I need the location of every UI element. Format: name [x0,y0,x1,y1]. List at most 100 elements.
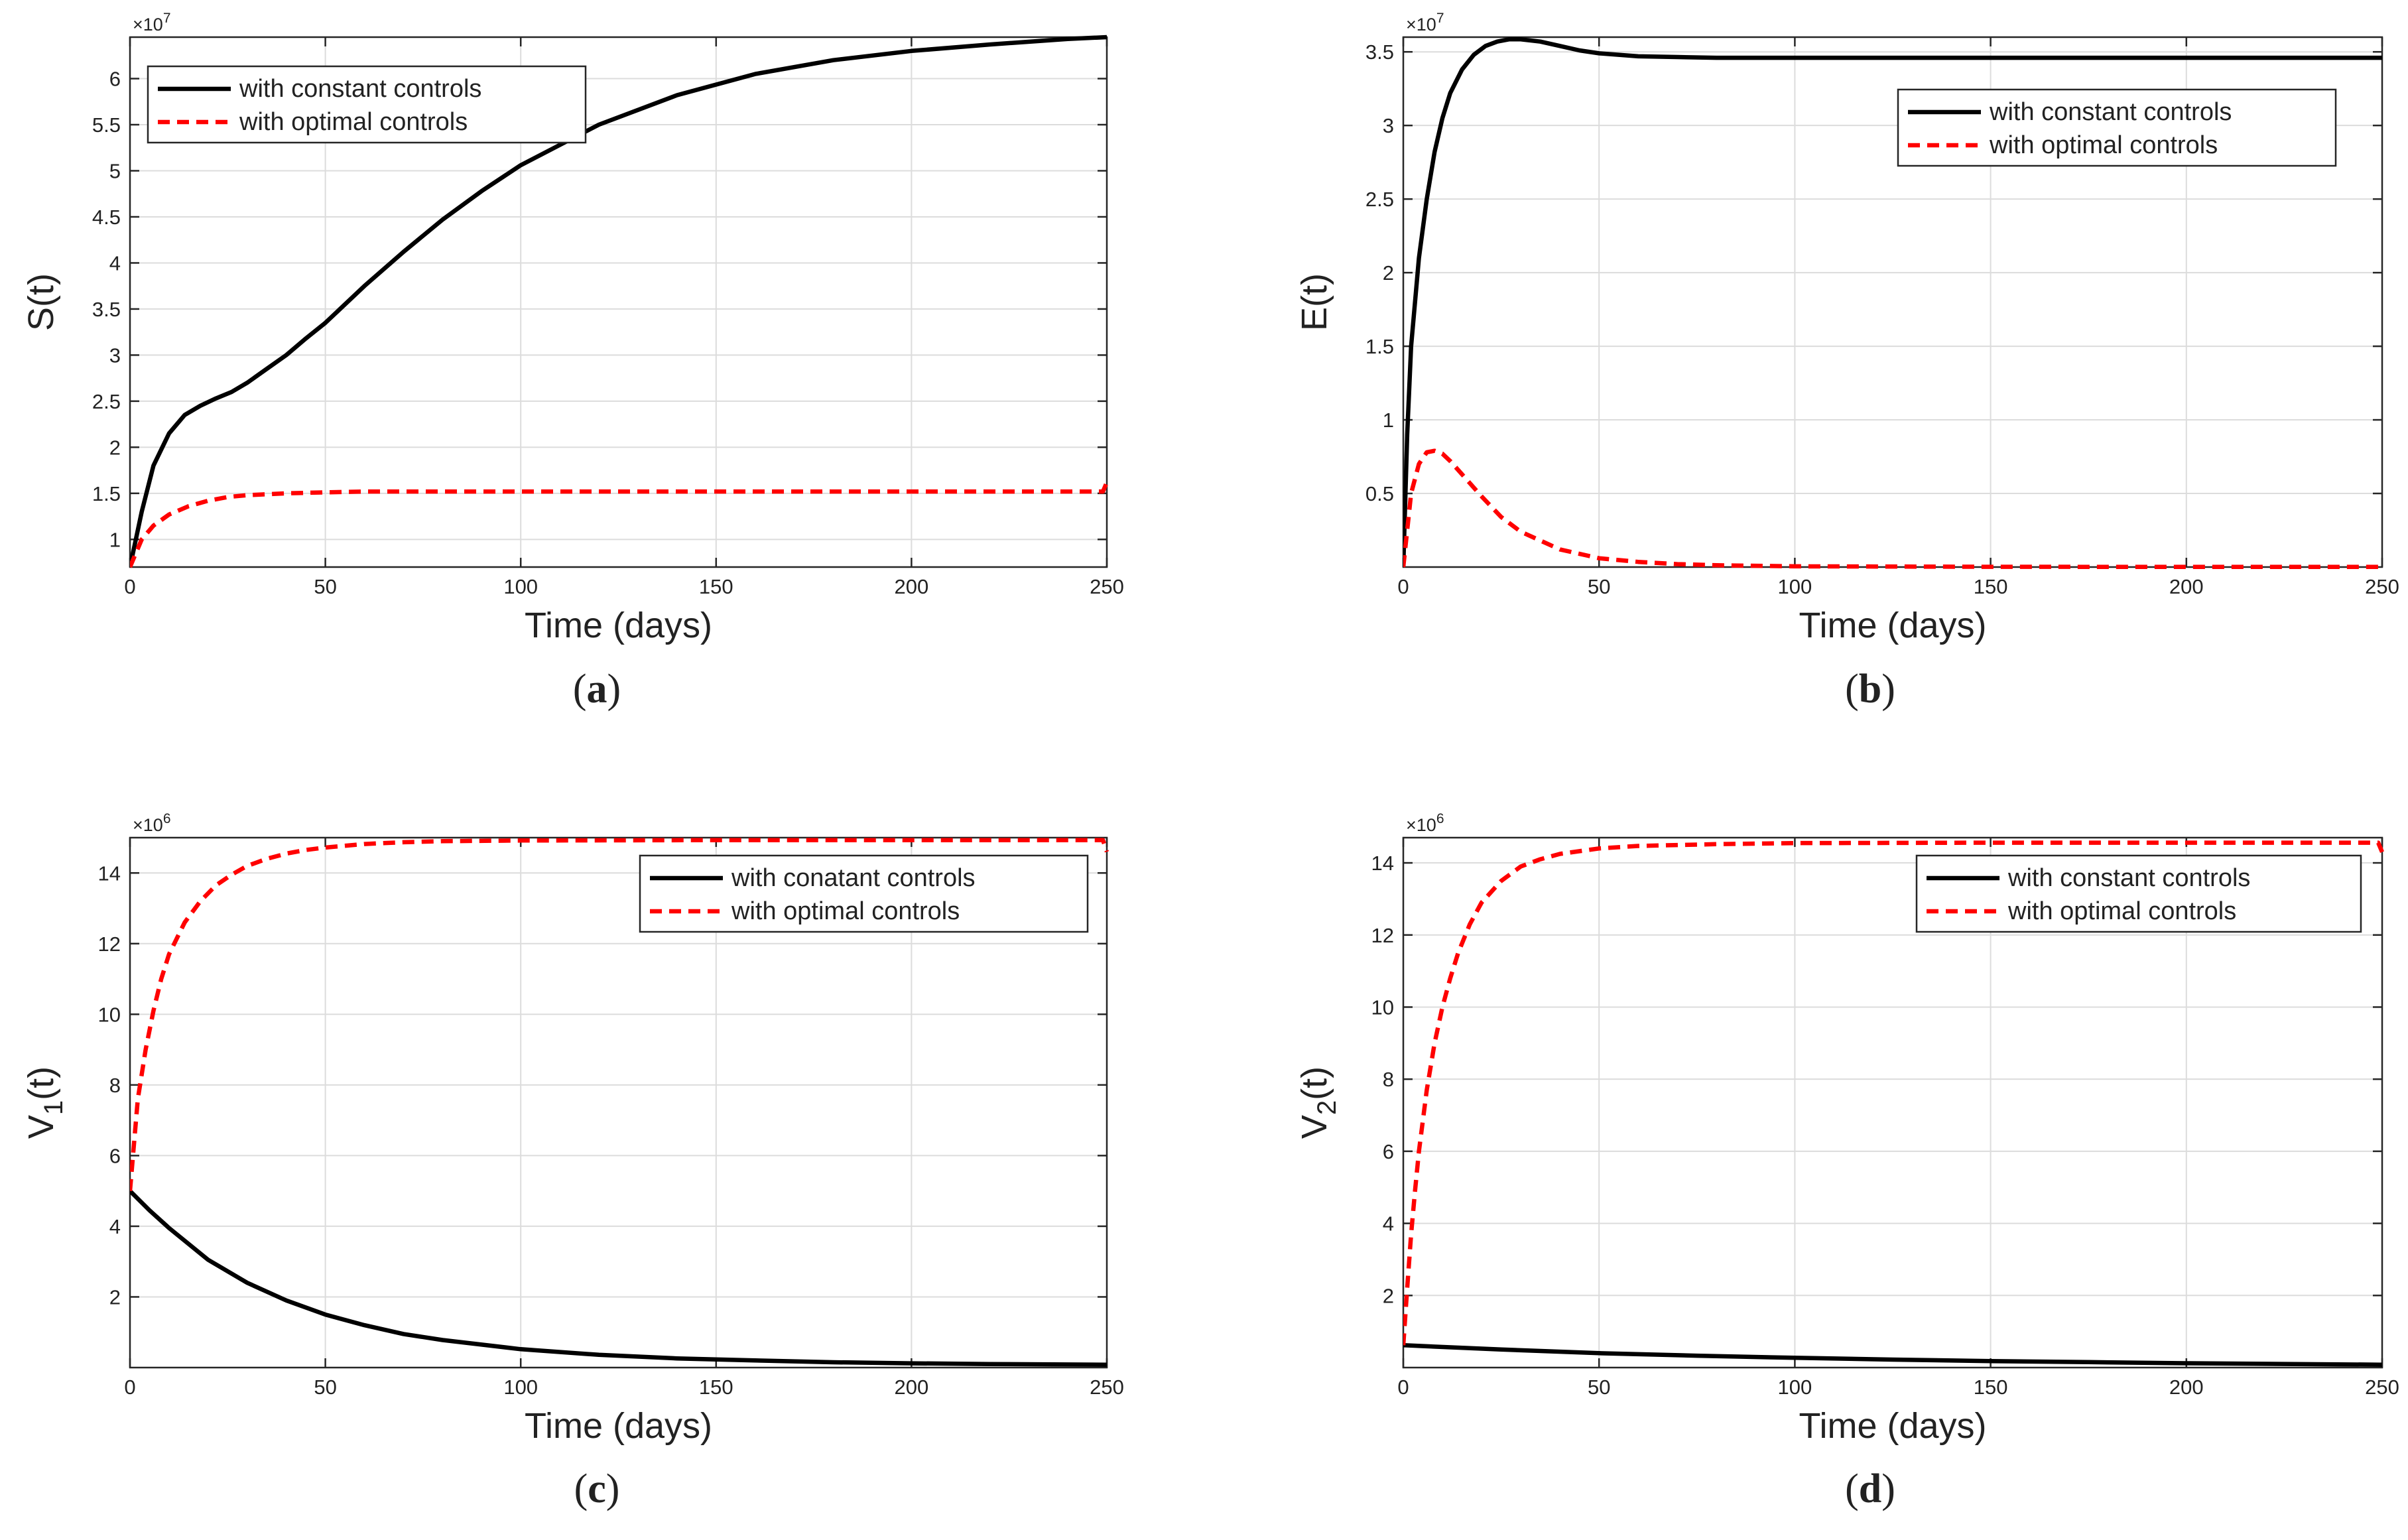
y-tick-label: 6 [109,1144,121,1167]
x-tick-label: 50 [314,575,336,598]
legend: with constant controls with optimal contr… [1915,854,2362,933]
legend-box [1915,854,2362,933]
x-tick-label: 0 [1397,575,1409,598]
y-tick-label: 4 [1383,1212,1394,1236]
x-tick-label: 250 [2365,575,2399,598]
y-tick-label: 1.5 [1365,335,1394,358]
legend-label: with optimal controls [1989,131,2218,159]
y-tick-label: 2 [109,1285,121,1309]
series-line-optimal [130,838,1109,1191]
y-tick-label: 0.5 [1365,482,1394,505]
chart-panel-a: 0 50 100 150 200 250 1 1.5 2 2.5 3 3.5 4 4.5 5 5.5 6 ×107… [21,11,1124,712]
y-tick-label: 12 [98,932,121,956]
axes-frame [129,36,1108,568]
y-axis-label: E(t) [1295,273,1334,331]
x-tick-label: 200 [2169,1376,2204,1399]
legend-label: with constant controls [2007,864,2250,892]
y-tick-label: 2 [1383,261,1394,285]
y-tick-label: 3 [1383,114,1394,137]
panel-label: (b) [1845,667,1895,712]
axes-frame [129,836,1108,1369]
x-tick-label: 250 [1090,575,1124,598]
panel-label: (d) [1845,1466,1895,1511]
x-tick-label: 150 [1974,1376,2008,1399]
axes-frame [1402,836,2383,1369]
legend: with conatant controls with optimal contr… [639,854,1089,933]
series-line-constant [1403,37,2382,568]
y-tick-label: 2.5 [1365,188,1394,211]
panel-label: (a) [573,667,621,712]
x-axis-label: Time (days) [525,606,712,645]
series-line-constant [130,1189,1108,1367]
legend-label: with optimal controls [239,108,468,136]
y-tick-label: 8 [1383,1068,1394,1091]
y-tick-label: 1 [109,528,121,551]
y-tick-label: 6 [109,68,121,91]
legend-label: with constant controls [239,75,481,103]
series-line-constant [130,34,1108,568]
y-tick-label: 2 [1383,1284,1394,1307]
legend: with constant controls with optimal contr… [147,65,587,144]
x-tick-label: 50 [314,1376,336,1399]
y-tick-label: 14 [98,862,121,885]
x-tick-label: 0 [124,575,135,598]
y-tick-label: 5 [109,159,121,182]
y-tick-label: 3.5 [1365,40,1394,64]
y-tick-label: 12 [1371,924,1394,947]
legend-box [1897,88,2337,167]
y-tick-label: 4 [109,1215,121,1238]
legend: with constant controls with optimal contr… [1897,88,2337,167]
series-line-optimal [1403,448,2382,570]
x-axis-label: Time (days) [1799,606,1986,645]
x-tick-label: 250 [1090,1376,1124,1399]
x-tick-label: 100 [1778,1376,1812,1399]
legend-box [147,65,587,144]
x-tick-label: 250 [2365,1376,2399,1399]
legend-label: with conatant controls [731,864,976,892]
x-tick-label: 50 [1588,1376,1610,1399]
y-tick-label: 3 [109,344,121,367]
y-tick-label: 2 [109,436,121,459]
y-axis-label: V2(t) [1295,1066,1342,1139]
x-tick-label: 0 [124,1376,135,1399]
axis-exponent: ×106 [1406,811,1444,835]
y-tick-label: 6 [1383,1140,1394,1163]
y-tick-label: 10 [1371,995,1394,1019]
y-tick-label: 14 [1371,852,1394,875]
x-axis-label: Time (days) [1799,1406,1986,1446]
chart-panel-d: 0 50 100 150 200 250 2 4 6 8 10 12 14 ×106 Time (days)… [1295,811,2399,1511]
y-tick-label: 8 [109,1074,121,1097]
x-tick-label: 150 [699,575,733,598]
chart-panel-c: 0 50 100 150 200 250 2 4 6 8 10 12 14 ×106 Time (days)… [21,811,1124,1511]
axis-exponent: ×107 [1406,11,1444,34]
chart-panel-b: 0 50 100 150 200 250 0.5 1 1.5 2 2.5 3 3.5 ×107 Time (… [1295,11,2399,712]
series-line-optimal [1403,840,2384,1346]
axis-exponent: ×107 [133,11,171,34]
x-axis-label: Time (days) [525,1406,712,1446]
x-tick-label: 100 [503,575,538,598]
x-tick-label: 100 [1778,575,1812,598]
legend-label: with constant controls [1989,98,2232,126]
y-tick-label: 5.5 [92,113,121,137]
y-tick-label: 3.5 [92,298,121,321]
legend-label: with optimal controls [731,897,960,925]
legend-label: with optimal controls [2007,897,2236,925]
x-tick-label: 0 [1397,1376,1409,1399]
x-tick-label: 200 [895,575,929,598]
series-line-constant [1403,1343,2383,1367]
axis-exponent: ×106 [133,811,171,835]
y-axis-label: V1(t) [21,1066,68,1139]
y-tick-label: 10 [98,1003,121,1026]
x-tick-label: 150 [1974,575,2008,598]
y-axis-label: S(t) [21,273,61,331]
series-line-optimal [130,481,1109,568]
y-tick-label: 4 [109,251,121,275]
x-tick-label: 200 [2169,575,2204,598]
y-tick-label: 4.5 [92,206,121,229]
y-tick-label: 1.5 [92,482,121,505]
panel-label: (c) [574,1466,620,1511]
legend-box [639,854,1089,933]
y-tick-label: 1 [1383,409,1394,432]
x-tick-label: 100 [503,1376,538,1399]
